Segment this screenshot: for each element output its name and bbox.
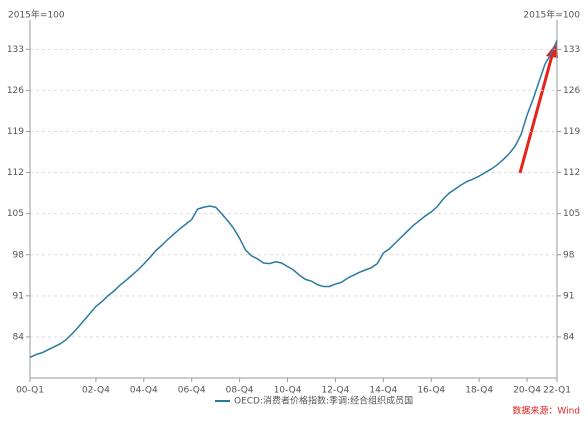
x-tick-label: 04-Q4 bbox=[130, 386, 158, 396]
y2-tick-label: 105 bbox=[563, 209, 580, 219]
y2-tick-label: 84 bbox=[563, 332, 575, 342]
x-tick-label: 12-Q4 bbox=[321, 386, 349, 396]
y-axis-label: 2015年=100 bbox=[8, 9, 65, 21]
x-tick-label: 00-Q1 bbox=[16, 386, 44, 396]
y2-tick-label: 91 bbox=[563, 291, 574, 301]
y-tick-label: 133 bbox=[7, 45, 24, 55]
x-tick-label: 20-Q4 bbox=[513, 386, 541, 396]
y2-tick-label: 98 bbox=[563, 250, 575, 260]
x-tick-label: 14-Q4 bbox=[369, 386, 397, 396]
y-tick-label: 126 bbox=[7, 86, 24, 96]
y2-tick-label: 133 bbox=[563, 45, 580, 55]
x-tick-label: 18-Q4 bbox=[465, 386, 493, 396]
y-tick-label: 91 bbox=[13, 291, 24, 301]
y-tick-label: 84 bbox=[13, 332, 25, 342]
arrow bbox=[518, 51, 555, 174]
y2-tick-label: 112 bbox=[563, 168, 580, 178]
y-tick-label: 105 bbox=[7, 209, 24, 219]
y-tick-label: 119 bbox=[7, 127, 24, 137]
source: 数据来源：Wind bbox=[512, 405, 580, 417]
y2-tick-label: 119 bbox=[563, 127, 580, 137]
y-tick-label: 98 bbox=[13, 250, 25, 260]
x-tick-label: 10-Q4 bbox=[274, 386, 302, 396]
x-tick-label: 22-Q1 bbox=[543, 386, 571, 396]
data-line bbox=[29, 40, 558, 359]
x-tick-label: 06-Q4 bbox=[178, 386, 206, 396]
x-tick-label: 16-Q4 bbox=[417, 386, 445, 396]
y2-axis-label: 2015年=100 bbox=[523, 9, 580, 21]
y2-tick-label: 126 bbox=[563, 86, 580, 96]
x-tick-label: 08-Q4 bbox=[226, 386, 254, 396]
legend-label: OECD:消费者价格指数:季调:经合组织成员国 bbox=[234, 395, 413, 407]
y-tick-label: 112 bbox=[7, 168, 24, 178]
x-tick-label: 02-Q4 bbox=[82, 386, 110, 396]
